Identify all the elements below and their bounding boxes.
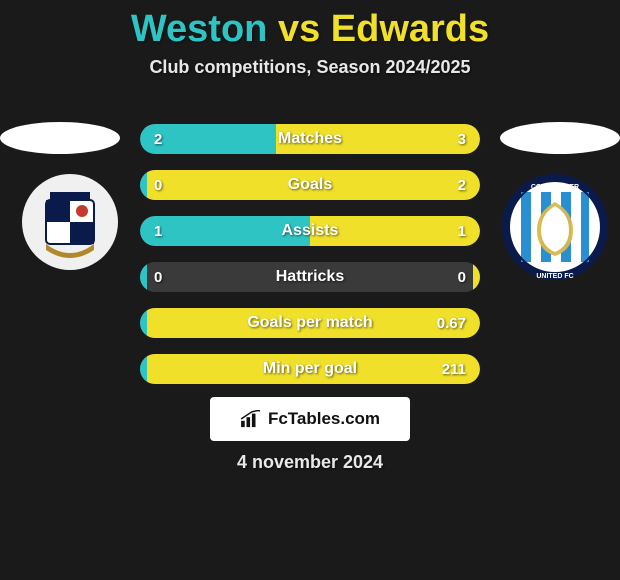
svg-text:UNITED FC: UNITED FC bbox=[536, 273, 573, 280]
club-left-badge-svg bbox=[20, 172, 120, 272]
brand-box[interactable]: FcTables.com bbox=[210, 397, 410, 441]
player-left-ellipse bbox=[0, 122, 120, 154]
club-right-badge: COLCHESTER UNITED FC bbox=[500, 172, 600, 272]
player-right-name: Edwards bbox=[331, 8, 489, 50]
stat-row: Goals per match0.67 bbox=[140, 308, 480, 338]
stat-fill-left bbox=[140, 354, 147, 384]
stat-row: Assists11 bbox=[140, 216, 480, 246]
subtitle: Club competitions, Season 2024/2025 bbox=[0, 57, 620, 78]
brand-chart-icon bbox=[240, 410, 262, 428]
stat-fill-left bbox=[140, 216, 310, 246]
stat-fill-right bbox=[276, 124, 480, 154]
stat-fill-left bbox=[140, 124, 276, 154]
stat-fill-left bbox=[140, 170, 147, 200]
stat-row: Hattricks0 0 bbox=[140, 262, 480, 292]
date-label: 4 november 2024 bbox=[0, 452, 620, 473]
stat-fill-right bbox=[473, 262, 480, 292]
stat-row: Min per goal211 bbox=[140, 354, 480, 384]
stat-fill-right bbox=[147, 354, 480, 384]
player-left-name: Weston bbox=[131, 8, 268, 50]
stat-fill-right bbox=[310, 216, 480, 246]
brand-text: FcTables.com bbox=[268, 409, 380, 429]
stat-fill-left bbox=[140, 308, 147, 338]
club-left-badge bbox=[20, 172, 120, 272]
stats-container: Matches23 Goals02 Assists11 Hattricks0 0 Goal… bbox=[140, 124, 480, 400]
stat-row: Matches23 bbox=[140, 124, 480, 154]
comparison-title: Weston vs Edwards bbox=[0, 0, 620, 51]
stat-row: Goals02 bbox=[140, 170, 480, 200]
stat-value-left: 0 bbox=[154, 269, 162, 286]
vs-label: vs bbox=[278, 8, 331, 50]
stat-label: Hattricks bbox=[140, 268, 480, 286]
stat-fill-right bbox=[147, 308, 480, 338]
club-right-badge-svg: COLCHESTER UNITED FC bbox=[500, 172, 610, 282]
player-right-ellipse bbox=[500, 122, 620, 154]
stat-fill-right bbox=[147, 170, 480, 200]
stat-fill-left bbox=[140, 262, 147, 292]
stat-value-right: 0 bbox=[458, 269, 466, 286]
svg-text:COLCHESTER: COLCHESTER bbox=[531, 184, 579, 191]
